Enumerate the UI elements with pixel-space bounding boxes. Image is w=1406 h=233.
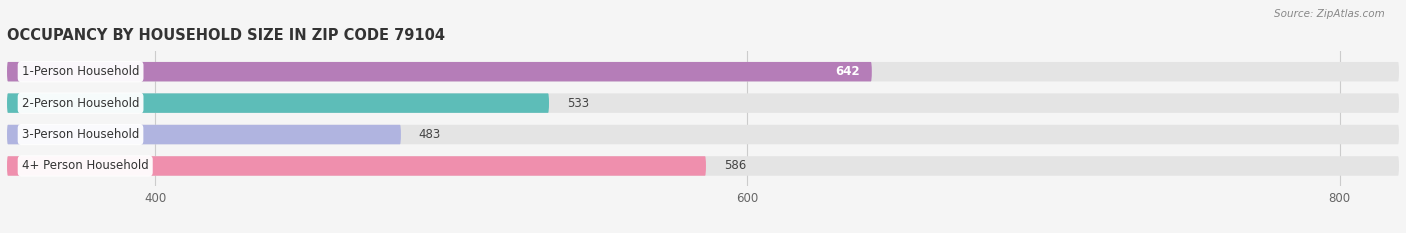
FancyBboxPatch shape bbox=[7, 62, 1399, 81]
Text: 2-Person Household: 2-Person Household bbox=[22, 97, 139, 110]
Text: 533: 533 bbox=[567, 97, 589, 110]
Text: 642: 642 bbox=[835, 65, 860, 78]
Text: Source: ZipAtlas.com: Source: ZipAtlas.com bbox=[1274, 9, 1385, 19]
FancyBboxPatch shape bbox=[7, 93, 1399, 113]
FancyBboxPatch shape bbox=[7, 62, 872, 81]
FancyBboxPatch shape bbox=[7, 125, 1399, 144]
Text: 3-Person Household: 3-Person Household bbox=[22, 128, 139, 141]
Text: 586: 586 bbox=[724, 159, 747, 172]
Text: 4+ Person Household: 4+ Person Household bbox=[22, 159, 149, 172]
FancyBboxPatch shape bbox=[7, 156, 1399, 176]
Text: OCCUPANCY BY HOUSEHOLD SIZE IN ZIP CODE 79104: OCCUPANCY BY HOUSEHOLD SIZE IN ZIP CODE … bbox=[7, 28, 446, 43]
FancyBboxPatch shape bbox=[7, 156, 706, 176]
FancyBboxPatch shape bbox=[7, 125, 401, 144]
Text: 1-Person Household: 1-Person Household bbox=[22, 65, 139, 78]
FancyBboxPatch shape bbox=[7, 93, 548, 113]
Text: 483: 483 bbox=[419, 128, 441, 141]
